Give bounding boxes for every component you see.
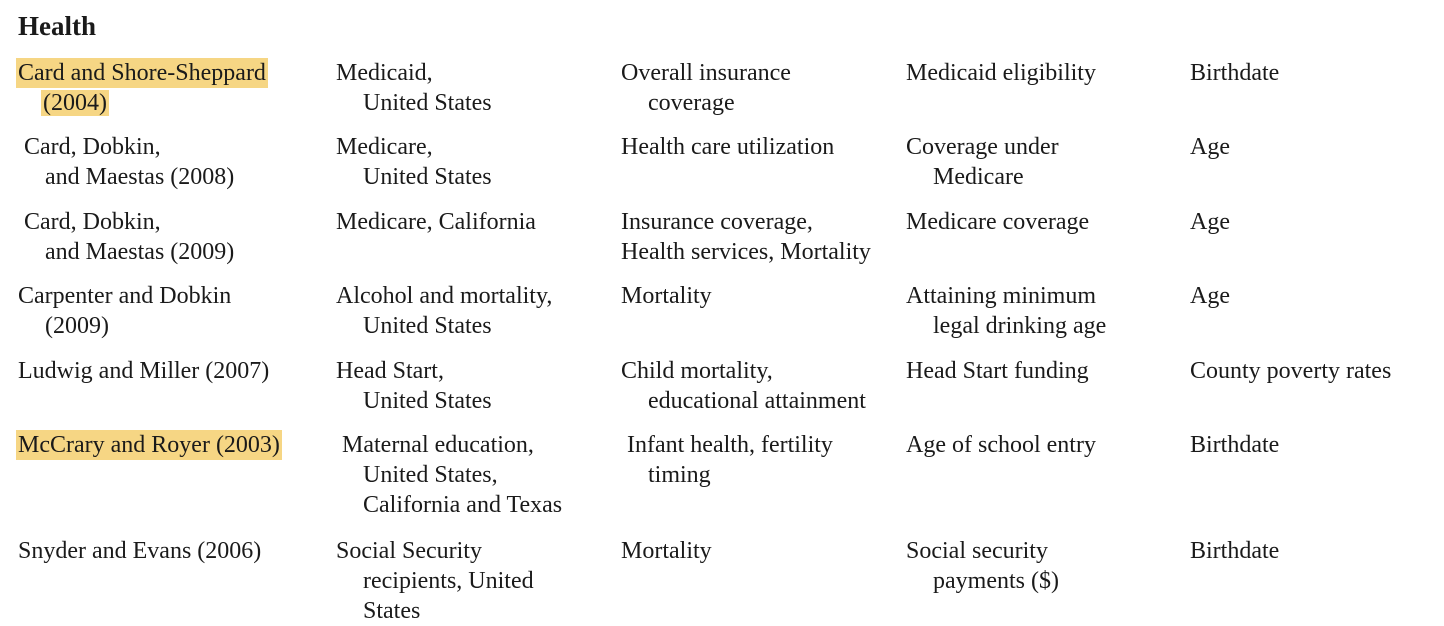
treatment-cell: Coverage under Medicare (906, 132, 1059, 192)
context-line: United States (363, 90, 492, 116)
study-cell: Snyder and Evans (2006) (18, 536, 261, 566)
context-line: Maternal education, (342, 432, 534, 458)
outcomes-line: timing (648, 462, 711, 488)
forcing-line: Birthdate (1190, 60, 1280, 86)
outcomes-cell: Mortality (621, 281, 712, 311)
outcomes-line: Insurance coverage, (621, 209, 813, 235)
treatment-cell: Attaining minimum legal drinking age (906, 281, 1106, 341)
outcomes-cell: Infant health, fertility timing (627, 430, 833, 490)
forcing-cell: Age (1190, 281, 1230, 311)
section-heading: Health (18, 11, 96, 41)
context-line: Medicare, California (336, 209, 536, 235)
treatment-cell: Medicare coverage (906, 207, 1089, 237)
outcomes-line: Overall insurance (621, 60, 791, 86)
treatment-line: Medicare (933, 164, 1024, 190)
study-cell: McCrary and Royer (2003) (16, 430, 282, 460)
treatment-line: Social security (906, 538, 1048, 564)
context-cell: Maternal education, United States, Calif… (342, 430, 562, 520)
treatment-cell: Age of school entry (906, 430, 1096, 460)
forcing-line: Birthdate (1190, 432, 1280, 458)
outcomes-cell: Health care utilization (621, 132, 834, 162)
forcing-line: County poverty rates (1190, 358, 1392, 384)
forcing-line: Age (1190, 134, 1230, 160)
outcomes-cell: Child mortality, educational attainment (621, 356, 866, 416)
context-line: California and Texas (363, 492, 563, 518)
forcing-cell: Birthdate (1190, 536, 1279, 566)
outcomes-cell: Insurance coverage, Health services, Mor… (621, 207, 871, 267)
study-cell: Card and Shore-Sheppard (2004) (16, 58, 268, 118)
outcomes-line: Mortality (621, 538, 712, 564)
context-line: United States (363, 388, 492, 414)
study-cell: Card, Dobkin, and Maestas (2009) (24, 207, 234, 267)
study-cell: Ludwig and Miller (2007) (18, 356, 269, 386)
treatment-cell: Social security payments ($) (906, 536, 1059, 596)
study-line: Card, Dobkin, (24, 134, 161, 160)
outcomes-line: Mortality (621, 283, 712, 309)
study-line: (2009) (45, 313, 109, 339)
context-line: Medicare, (336, 134, 433, 160)
forcing-cell: Birthdate (1190, 430, 1279, 460)
context-line: Medicaid, (336, 60, 433, 86)
treatment-line: legal drinking age (933, 313, 1107, 339)
study-line: Card and Shore-Sheppard (16, 58, 268, 88)
forcing-cell: Age (1190, 132, 1230, 162)
context-cell: Medicaid, United States (336, 58, 492, 118)
study-line: and Maestas (2008) (45, 164, 235, 190)
treatment-line: Attaining minimum (906, 283, 1096, 309)
outcomes-line: Infant health, fertility (627, 432, 833, 458)
treatment-line: Medicare coverage (906, 209, 1090, 235)
study-cell: Card, Dobkin, and Maestas (2008) (24, 132, 234, 192)
study-line: Ludwig and Miller (2007) (18, 358, 270, 384)
outcomes-line: educational attainment (648, 388, 866, 414)
context-line: United States (363, 313, 492, 339)
context-line: United States, (363, 462, 498, 488)
context-cell: Medicare, California (336, 207, 536, 237)
context-line: United States (363, 164, 492, 190)
forcing-line: Age (1190, 283, 1230, 309)
outcomes-line: Child mortality, (621, 358, 773, 384)
context-line: Alcohol and mortality, (336, 283, 553, 309)
outcomes-line: Health services, Mortality (621, 239, 871, 265)
treatment-line: payments ($) (933, 568, 1059, 594)
treatment-line: Medicaid eligibility (906, 60, 1096, 86)
forcing-cell: Birthdate (1190, 58, 1279, 88)
context-cell: Medicare, United States (336, 132, 492, 192)
outcomes-line: coverage (648, 90, 735, 116)
forcing-cell: County poverty rates (1190, 356, 1391, 386)
outcomes-line: Health care utilization (621, 134, 835, 160)
context-line: recipients, United (363, 568, 534, 594)
context-cell: Alcohol and mortality, United States (336, 281, 552, 341)
treatment-line: Coverage under (906, 134, 1059, 160)
treatment-cell: Head Start funding (906, 356, 1089, 386)
treatment-cell: Medicaid eligibility (906, 58, 1096, 88)
study-line: (2004) (41, 90, 109, 116)
study-line: and Maestas (2009) (45, 239, 235, 265)
forcing-cell: Age (1190, 207, 1230, 237)
treatment-line: Age of school entry (906, 432, 1096, 458)
context-cell: Head Start, United States (336, 356, 492, 416)
outcomes-cell: Overall insurance coverage (621, 58, 791, 118)
forcing-line: Age (1190, 209, 1230, 235)
context-line: Social Security (336, 538, 482, 564)
study-line: Snyder and Evans (2006) (18, 538, 262, 564)
context-line: Head Start, (336, 358, 444, 384)
study-line: McCrary and Royer (2003) (16, 430, 282, 460)
study-cell: Carpenter and Dobkin (2009) (18, 281, 231, 341)
context-line: States (363, 598, 421, 624)
study-line: Card, Dobkin, (24, 209, 161, 235)
outcomes-cell: Mortality (621, 536, 712, 566)
treatment-line: Head Start funding (906, 358, 1089, 384)
forcing-line: Birthdate (1190, 538, 1280, 564)
study-line: Carpenter and Dobkin (18, 283, 232, 309)
context-cell: Social Security recipients, United State… (336, 536, 534, 626)
